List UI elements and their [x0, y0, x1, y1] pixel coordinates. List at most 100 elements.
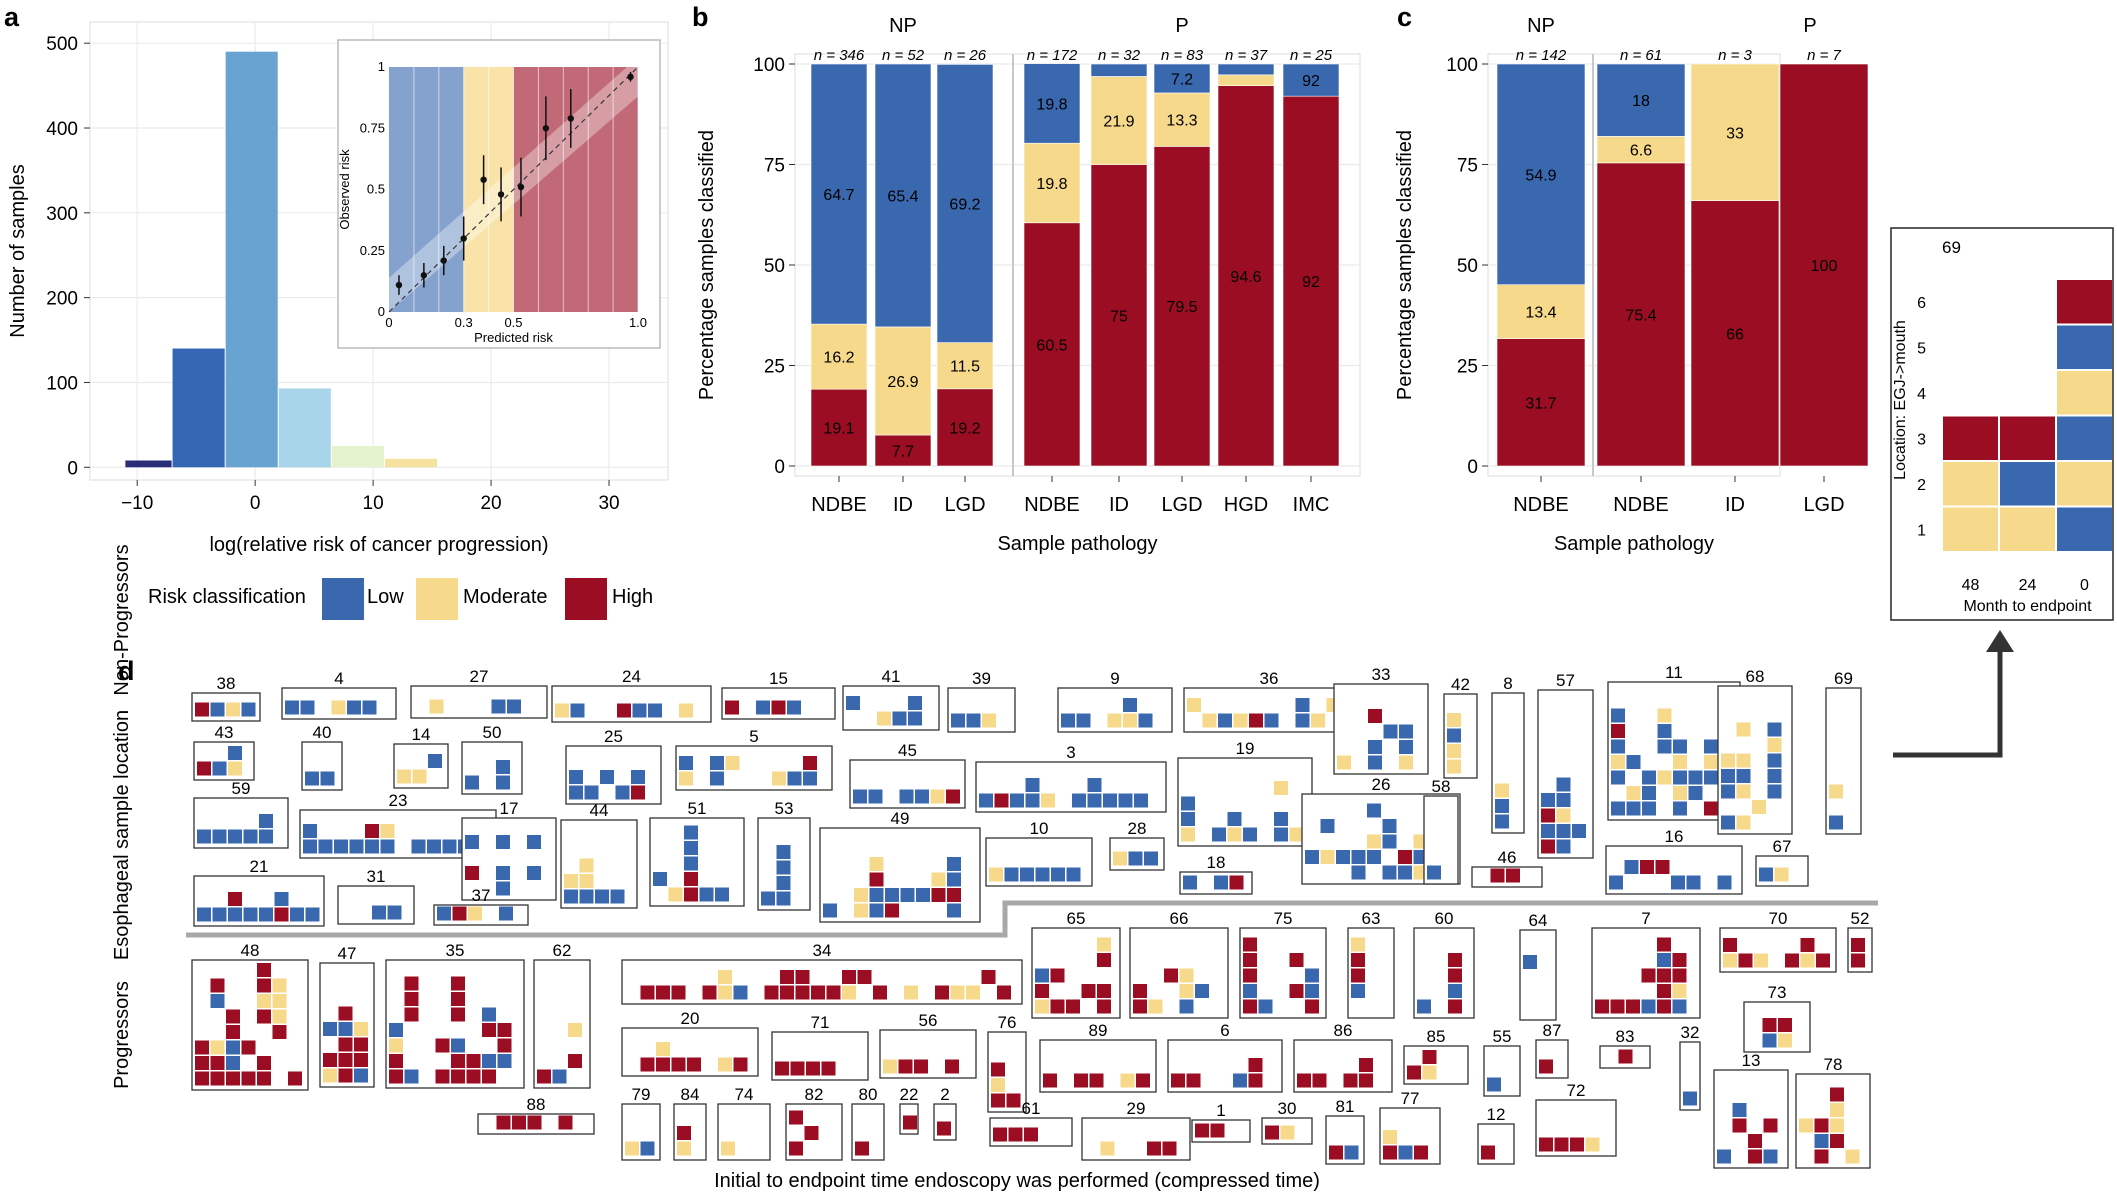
patient-cell [1274, 812, 1288, 826]
panel-d-patient-maps: Esophageal sample location Non-Progressor… [111, 544, 1878, 1192]
patient-id-label: 74 [735, 1085, 754, 1104]
patient-cell [710, 756, 724, 770]
patient-cell [1611, 755, 1625, 769]
y-tick-label: 500 [46, 34, 78, 55]
patient-id-label: 13 [1742, 1051, 1761, 1070]
patient-cell [285, 700, 299, 715]
patient-id-label: 59 [232, 779, 251, 798]
patient-cell [497, 1038, 512, 1053]
patient-cell [1704, 755, 1718, 769]
patient-id-label: 48 [241, 941, 260, 960]
legend-swatch-low [322, 578, 364, 620]
patient-id-label: 26 [1372, 775, 1391, 794]
y-axis-title: Percentage samples classified [696, 130, 718, 400]
patient-cell [243, 907, 258, 922]
patient-cell [625, 1141, 639, 1156]
patient-cell [1642, 801, 1656, 816]
patient-cell [795, 985, 810, 1000]
patient-id-label: 33 [1372, 665, 1391, 684]
patient-cell [1383, 1145, 1397, 1160]
patient-cell [241, 1040, 256, 1055]
zoom-y-axis-title: Location: EGJ->mouth [1892, 320, 1909, 480]
patient-cell [997, 985, 1011, 1000]
patient-cell [1258, 999, 1273, 1014]
patient-cell [776, 876, 791, 890]
patient-id-label: 27 [470, 667, 489, 686]
patient-cell [1754, 953, 1768, 968]
patient-cell [1305, 968, 1319, 983]
patient-cell [1305, 999, 1319, 1014]
patient-cell [404, 1069, 419, 1084]
patient-cell [1673, 786, 1687, 800]
patient-cell [1066, 999, 1080, 1014]
group-header: P [1803, 15, 1816, 37]
patient-cell [354, 1022, 368, 1036]
patient-cell [397, 769, 411, 784]
patient-cell [718, 1057, 732, 1072]
patient-cell [1087, 793, 1102, 808]
patient-cell [305, 771, 319, 786]
zoom-arrowhead [1986, 630, 2014, 652]
patient-box [1825, 687, 1862, 835]
histogram-bar [331, 446, 384, 468]
stacked-bar-segment [1153, 146, 1211, 467]
patient-cell [451, 1038, 465, 1053]
stacked-bar-segment [1217, 63, 1275, 76]
stacked-bar-segment [1690, 200, 1780, 467]
inset-confidence-band [389, 57, 638, 313]
patient-cell [226, 702, 240, 717]
patient-cell [305, 907, 320, 922]
patient-cell [1076, 713, 1091, 728]
patient-cell [1767, 769, 1782, 783]
patient-cell [1336, 850, 1350, 864]
patient-cell [389, 1038, 403, 1053]
patient-cell [1704, 801, 1718, 816]
patient-cell [1642, 770, 1656, 785]
bar-value-label: 66 [1726, 326, 1744, 343]
patient-cell [1422, 1050, 1437, 1064]
patient-cell [1041, 793, 1055, 808]
patient-cell [617, 703, 631, 718]
histogram-bar [384, 458, 437, 468]
patient-cell [1417, 999, 1431, 1014]
patient-cell [362, 700, 377, 715]
patient-cell [1704, 739, 1718, 754]
patient-cell [826, 985, 841, 1000]
patient-cell [1785, 953, 1799, 968]
patient-id-label: 70 [1769, 909, 1788, 928]
patient-cell [1100, 1141, 1115, 1156]
patient-cell [656, 985, 670, 1000]
patient-cell [482, 1069, 496, 1084]
patient-cell [1778, 1033, 1792, 1048]
patient-cell [1010, 793, 1024, 808]
patient-cell [1274, 827, 1288, 842]
inset-x-tick-label: 1.0 [629, 315, 647, 330]
zoom-x-tick-label: 48 [1962, 577, 1980, 594]
patient-cell [1495, 814, 1509, 829]
patient-cell [226, 1025, 240, 1039]
patient-cell [1264, 713, 1279, 728]
patient-cell [684, 887, 698, 902]
patient-cell [570, 703, 585, 718]
patient-id-label: 65 [1067, 909, 1086, 928]
patient-cell [569, 770, 583, 784]
patient-id-label: 35 [446, 941, 465, 960]
patient-cell [465, 866, 479, 880]
patient-id-label: 71 [811, 1013, 830, 1032]
inset-risk-band [389, 67, 464, 312]
patient-cell [1738, 953, 1753, 968]
patient-cell [600, 770, 614, 784]
inset-y-tick-label: 1 [378, 59, 385, 74]
patient-cell [195, 1071, 209, 1086]
patient-id-label: 81 [1336, 1097, 1355, 1116]
patient-cell [569, 785, 583, 800]
y-tick-label: 75 [1457, 156, 1478, 177]
patient-cell [1162, 1141, 1177, 1156]
zoom-cell [2057, 280, 2112, 324]
patient-cell [1074, 1073, 1088, 1088]
patient-id-label: 18 [1207, 853, 1226, 872]
zoom-cell [1943, 507, 1998, 551]
patient-cell [979, 793, 993, 808]
patient-cell [579, 889, 594, 904]
patient-cell [555, 703, 569, 718]
